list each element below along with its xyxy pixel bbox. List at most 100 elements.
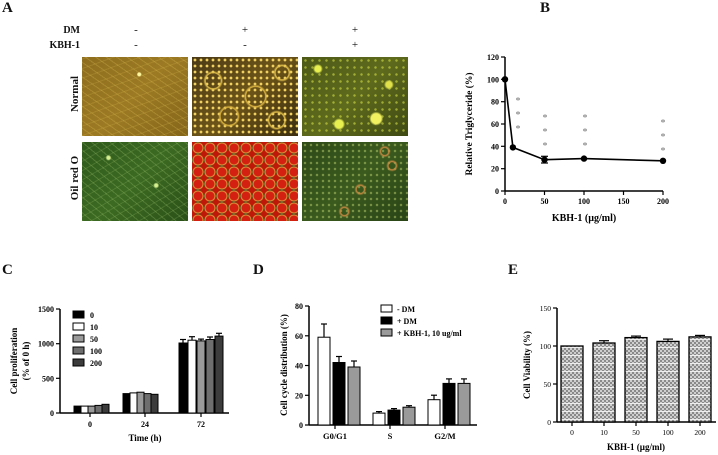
kbh1-value-col1: - <box>134 39 138 51</box>
d-ytick: 40 <box>295 362 303 371</box>
svg-text:Cell proliferation: Cell proliferation <box>9 328 19 395</box>
svg-text:*: * <box>583 113 588 124</box>
e-ytick: 0 <box>547 418 551 427</box>
c-ytick: 1500 <box>38 305 54 314</box>
panel-c-letter: C <box>2 262 13 278</box>
panel-a-letter: A <box>2 0 13 16</box>
b-xtick: 50 <box>541 197 549 206</box>
d-legend <box>380 304 393 337</box>
c-bars <box>73 335 224 414</box>
d-legend-label: - DM <box>397 305 415 314</box>
svg-text:*: * <box>583 141 588 152</box>
condition-label-dm: DM <box>63 25 80 36</box>
dm-value-col3: + <box>351 24 359 36</box>
micrograph-normal-dm <box>192 57 298 136</box>
b-yticks: 0 20 40 60 80 100 120 <box>487 53 499 196</box>
d-ytick: 20 <box>295 391 303 400</box>
svg-text:*: * <box>543 113 548 124</box>
dm-value-col1: - <box>134 24 138 36</box>
b-xtick: 150 <box>618 197 630 206</box>
e-ylabel: Cell Viability (%) <box>522 331 532 399</box>
d-ylabel: Cell cycle distribution (%) <box>279 314 289 416</box>
d-xtick: G0/G1 <box>323 431 347 441</box>
micrograph-oilredo-dm-kbh1 <box>302 142 408 221</box>
e-xtick: 50 <box>632 428 640 437</box>
e-xtick: 0 <box>570 428 574 437</box>
svg-text:*: * <box>661 118 666 129</box>
c-ytick: 0 <box>50 409 54 418</box>
svg-text:*: * <box>661 132 666 143</box>
d-legend-label: + KBH-1, 10 ug/ml <box>397 329 462 338</box>
e-error-bars <box>599 334 705 343</box>
c-legend-label: 0 <box>90 311 94 320</box>
c-legend-label: 200 <box>90 359 102 368</box>
c-error-bars <box>180 332 222 343</box>
micrograph-normal-dm-kbh1 <box>302 57 408 136</box>
svg-text:*: * <box>583 127 588 138</box>
d-xtick: S <box>388 431 393 441</box>
micrograph-normal-control <box>82 57 188 136</box>
e-xtick: 100 <box>662 428 674 437</box>
b-ytick: 120 <box>487 53 499 62</box>
chart-d-cell-cycle: 0 20 40 60 80 G0/G1 S G2/M Cell cycle di… <box>279 302 477 441</box>
kbh1-value-col2: - <box>243 39 247 51</box>
row-label-oil-red-o: Oil red O <box>69 155 81 201</box>
micrograph-oilredo-dm <box>192 142 298 221</box>
c-legend <box>72 310 85 367</box>
svg-text:(% of 0 h): (% of 0 h) <box>21 342 31 381</box>
b-xtick: 100 <box>578 197 590 206</box>
svg-text:*: * <box>543 141 548 152</box>
b-significance-stars: * * * * * * * * * * * * <box>516 96 666 157</box>
b-ytick: 60 <box>491 120 499 129</box>
row-label-normal: Normal <box>69 75 81 113</box>
e-ytick: 100 <box>540 342 552 351</box>
c-xtick: 0 <box>88 420 92 429</box>
e-ytick: 150 <box>540 304 552 313</box>
b-ytick: 100 <box>487 75 499 84</box>
panel-e-letter: E <box>508 262 519 278</box>
svg-text:*: * <box>516 96 521 107</box>
c-legend-label: 10 <box>90 323 98 332</box>
c-xtick: 72 <box>197 420 205 429</box>
svg-text:*: * <box>516 124 521 135</box>
b-xtick: 0 <box>503 197 507 206</box>
chart-b-relative-triglyceride: 0 20 40 60 80 100 120 0 50 100 150 200 K… <box>464 53 669 224</box>
b-data-points <box>501 76 667 164</box>
micrograph-oilredo-control <box>82 142 188 221</box>
e-xtick: 200 <box>694 428 706 437</box>
c-legend-label: 100 <box>90 347 102 356</box>
panel-d-letter: D <box>253 262 264 278</box>
condition-label-kbh1: KBH-1 <box>49 40 80 51</box>
panel-b-letter: B <box>540 0 551 16</box>
kbh1-value-col3: + <box>351 39 359 51</box>
c-legend-label: 50 <box>90 335 98 344</box>
b-ytick: 20 <box>491 165 499 174</box>
b-ytick: 80 <box>491 98 499 107</box>
c-xlabel: Time (h) <box>128 433 161 443</box>
e-ytick: 50 <box>544 380 552 389</box>
chart-c-cell-proliferation: 0 500 1000 1500 0 24 72 Time (h) Cell pr… <box>9 305 229 443</box>
d-xtick: G2/M <box>434 431 455 441</box>
d-ytick: 0 <box>299 421 303 430</box>
b-xlabel: KBH-1 (µg/ml) <box>552 213 616 224</box>
svg-text:*: * <box>661 146 666 157</box>
d-ytick: 80 <box>295 302 303 311</box>
b-xticks: 0 50 100 150 200 <box>503 197 669 206</box>
chart-e-cell-viability: 0 50 100 150 0 10 50 100 200 KBH-1 (µg/m… <box>522 304 716 452</box>
c-xtick: 24 <box>141 420 149 429</box>
b-ylabel: Relative Triglyceride (%) <box>464 72 475 175</box>
d-bars <box>317 336 471 426</box>
b-xtick: 200 <box>657 197 669 206</box>
e-bars <box>560 336 712 423</box>
d-ytick: 60 <box>295 332 303 341</box>
e-xlabel: KBH-1 (µg/ml) <box>607 442 665 452</box>
b-ytick: 0 <box>495 187 499 196</box>
svg-text:*: * <box>543 127 548 138</box>
svg-text:*: * <box>516 110 521 121</box>
d-error-bars <box>321 323 467 414</box>
b-ytick: 40 <box>491 142 499 151</box>
dm-value-col2: + <box>241 24 249 36</box>
d-legend-label: + DM <box>397 317 417 326</box>
c-ytick: 1000 <box>38 340 54 349</box>
e-xtick: 10 <box>600 428 608 437</box>
